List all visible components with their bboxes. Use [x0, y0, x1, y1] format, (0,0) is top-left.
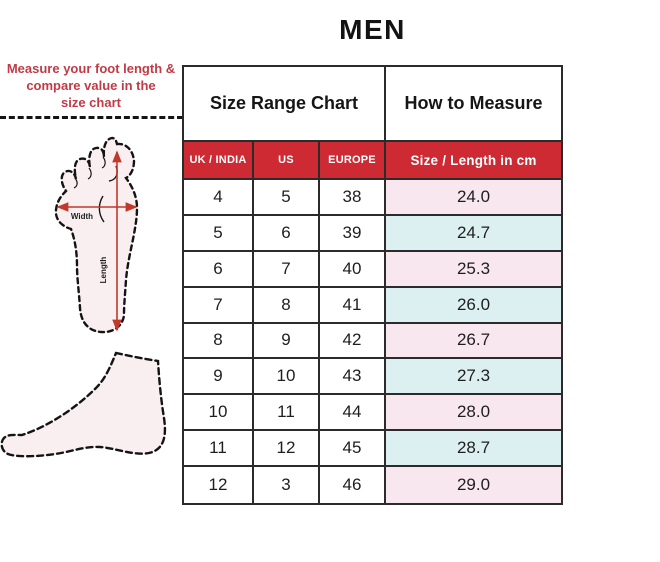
page-title: MEN	[339, 14, 406, 45]
cell-us: 3	[254, 467, 320, 503]
foot-top-view-icon	[54, 136, 139, 334]
cell-us: 5	[254, 180, 320, 216]
cell-europe: 46	[320, 467, 386, 503]
cell-size-cm: 29.0	[386, 467, 561, 503]
cell-uk-india: 10	[184, 395, 254, 432]
cell-uk-india: 5	[184, 215, 254, 252]
cell-us: 6	[254, 215, 320, 252]
cell-us: 12	[254, 431, 320, 468]
instruction-line-2: compare value in the	[26, 78, 156, 93]
cell-us: 10	[254, 359, 320, 396]
cell-europe: 45	[320, 431, 386, 468]
size-range-table: Size Range Chart How to Measure UK / IND…	[182, 65, 563, 505]
cell-uk-india: 8	[184, 323, 254, 360]
cell-uk-india: 11	[184, 431, 254, 468]
cell-europe: 41	[320, 287, 386, 324]
cell-uk-india: 4	[184, 180, 254, 216]
foot-side-view-icon	[0, 351, 167, 458]
cell-us: 9	[254, 323, 320, 360]
cell-europe: 39	[320, 215, 386, 252]
column-header-uk-india: UK / INDIA	[184, 142, 254, 180]
cell-uk-india: 6	[184, 251, 254, 288]
cell-europe: 38	[320, 180, 386, 216]
cell-us: 7	[254, 251, 320, 288]
cell-us: 8	[254, 287, 320, 324]
column-header-us: US	[254, 142, 320, 180]
cell-size-cm: 28.0	[386, 395, 561, 432]
cell-size-cm: 25.3	[386, 251, 561, 288]
cell-size-cm: 26.7	[386, 323, 561, 360]
cell-size-cm: 24.7	[386, 215, 561, 252]
column-header-europe: EUROPE	[320, 142, 386, 180]
measure-instruction-text: Measure your foot length & compare value…	[2, 60, 180, 111]
width-label: Width	[71, 212, 93, 221]
cell-size-cm: 28.7	[386, 431, 561, 468]
foot-measurement-diagram: Width Length	[0, 136, 167, 458]
cell-size-cm: 26.0	[386, 287, 561, 324]
cell-uk-india: 12	[184, 467, 254, 503]
cell-uk-india: 7	[184, 287, 254, 324]
cell-size-cm: 24.0	[386, 180, 561, 216]
cell-europe: 44	[320, 395, 386, 432]
length-label: Length	[99, 257, 108, 284]
section-header-size-range: Size Range Chart	[184, 67, 386, 142]
cell-uk-india: 9	[184, 359, 254, 396]
instruction-line-3: size chart	[61, 95, 121, 110]
cell-europe: 43	[320, 359, 386, 396]
dashed-divider-line	[0, 116, 183, 119]
cell-europe: 42	[320, 323, 386, 360]
column-header-size-length-cm: Size / Length in cm	[386, 142, 561, 180]
cell-europe: 40	[320, 251, 386, 288]
section-header-how-to-measure: How to Measure	[386, 67, 561, 142]
cell-us: 11	[254, 395, 320, 432]
cell-size-cm: 27.3	[386, 359, 561, 396]
instruction-line-1: Measure your foot length &	[6, 61, 176, 76]
